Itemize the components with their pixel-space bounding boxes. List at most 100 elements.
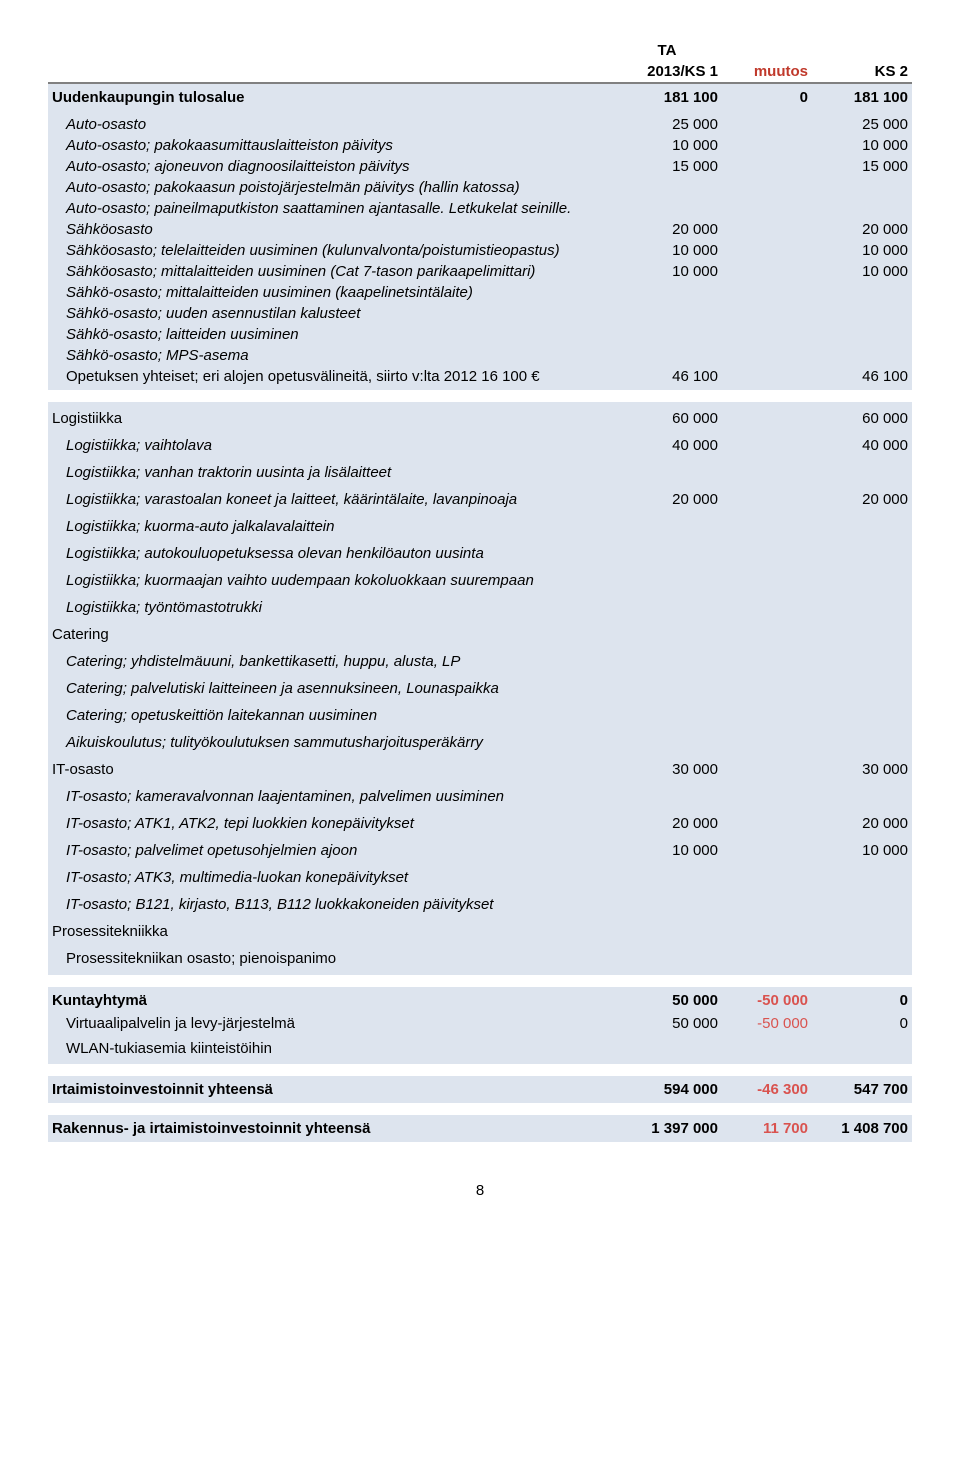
cell-value: 30 000 bbox=[612, 759, 722, 780]
row-label: Auto-osasto bbox=[48, 114, 612, 135]
table-row: Logistiikka; varastoalan koneet ja laitt… bbox=[48, 486, 912, 513]
table-row: IT-osasto; kameravalvonnan laajentaminen… bbox=[48, 783, 912, 810]
cell-value: 0 bbox=[812, 990, 912, 1011]
table-row: Sähkö-osasto; mittalaitteiden uusiminen … bbox=[48, 282, 912, 303]
cell-value bbox=[722, 813, 812, 817]
section-kuntayhtyma: Kuntayhtymä 50 000 -50 000 0 Virtuaalipa… bbox=[48, 987, 912, 1064]
table-row: Catering; palvelutiski laitteineen ja as… bbox=[48, 675, 912, 702]
header-muutos: muutos bbox=[722, 61, 812, 82]
cell-value: 10 000 bbox=[812, 840, 912, 861]
cell-value: 30 000 bbox=[812, 759, 912, 780]
cell-value bbox=[812, 786, 912, 790]
row-label: Sähköosasto; telelaitteiden uusiminen (k… bbox=[48, 240, 612, 261]
cell-value bbox=[612, 462, 722, 466]
cell-value bbox=[812, 324, 912, 328]
cell-value: 46 100 bbox=[612, 366, 722, 387]
cell-value bbox=[612, 345, 722, 349]
cell-value bbox=[722, 840, 812, 844]
cell-value bbox=[612, 651, 722, 655]
header-ta-2: 2013/KS 1 bbox=[612, 61, 722, 82]
cell-value: 10 000 bbox=[812, 261, 912, 282]
row-label: Auto-osasto; pakokaasun poistojärjestelm… bbox=[48, 177, 612, 198]
cell-value: 20 000 bbox=[612, 219, 722, 240]
cell-value bbox=[722, 219, 812, 223]
table-row: Logistiikka; vanhan traktorin uusinta ja… bbox=[48, 459, 912, 486]
cell-value bbox=[722, 759, 812, 763]
cell-value bbox=[812, 570, 912, 574]
row-label: Logistiikka; vaihtolava bbox=[48, 435, 612, 456]
cell-value bbox=[722, 921, 812, 925]
section-title: Irtaimistoinvestoinnit yhteensä bbox=[48, 1079, 612, 1100]
table-row: Sähkö-osasto; MPS-asema bbox=[48, 345, 912, 366]
cell-value bbox=[722, 135, 812, 139]
cell-value: 20 000 bbox=[812, 813, 912, 834]
table-row: Logistiikka; kuormaajan vaihto uudempaan… bbox=[48, 567, 912, 594]
row-label: Auto-osasto; paineilmaputkiston saattami… bbox=[48, 198, 612, 219]
cell-value bbox=[722, 570, 812, 574]
table-row: Auto-osasto; pakokaasun poistojärjestelm… bbox=[48, 177, 912, 198]
row-label: Prosessitekniikan osasto; pienoispanimo bbox=[48, 948, 612, 969]
table-row: Sähköosasto20 00020 000 bbox=[48, 219, 912, 240]
cell-value: 181 100 bbox=[812, 87, 912, 108]
cell-value bbox=[612, 324, 722, 328]
cell-value: 15 000 bbox=[812, 156, 912, 177]
table-row: WLAN-tukiasemia kiinteistöihin bbox=[48, 1036, 912, 1061]
row-label: Aikuiskoulutus; tulityökoulutuksen sammu… bbox=[48, 732, 612, 753]
table-row: Auto-osasto; ajoneuvon diagnoosilaitteis… bbox=[48, 156, 912, 177]
table-row: Logistiikka; vaihtolava40 00040 000 bbox=[48, 432, 912, 459]
cell-value bbox=[722, 948, 812, 952]
table-row: Prosessitekniikan osasto; pienoispanimo bbox=[48, 945, 912, 972]
table-row: Logistiikka60 00060 000 bbox=[48, 405, 912, 432]
cell-value bbox=[812, 624, 912, 628]
table-row: Virtuaalipalvelin ja levy-järjestelmä50 … bbox=[48, 1011, 912, 1036]
cell-value: 0 bbox=[812, 1013, 912, 1034]
cell-value bbox=[812, 651, 912, 655]
cell-value bbox=[812, 894, 912, 898]
cell-value: 1 408 700 bbox=[812, 1118, 912, 1139]
cell-value: -50 000 bbox=[722, 990, 812, 1011]
table-row: Sähköosasto; telelaitteiden uusiminen (k… bbox=[48, 240, 912, 261]
cell-value: 10 000 bbox=[812, 240, 912, 261]
cell-value bbox=[612, 516, 722, 520]
cell-value bbox=[612, 948, 722, 952]
cell-value bbox=[812, 705, 912, 709]
row-label: Logistiikka; kuorma-auto jalkalavalaitte… bbox=[48, 516, 612, 537]
cell-value: -50 000 bbox=[722, 1013, 812, 1034]
cell-value bbox=[612, 1038, 722, 1042]
row-label: IT-osasto; ATK3, multimedia-luokan konep… bbox=[48, 867, 612, 888]
cell-value: 0 bbox=[722, 87, 812, 108]
row-label: Catering; opetuskeittiön laitekannan uus… bbox=[48, 705, 612, 726]
table-row: Sähkö-osasto; laitteiden uusiminen bbox=[48, 324, 912, 345]
cell-value bbox=[812, 921, 912, 925]
table-row: Catering; yhdistelmäuuni, bankettikasett… bbox=[48, 648, 912, 675]
section-logistiikka: Logistiikka60 00060 000Logistiikka; vaih… bbox=[48, 402, 912, 975]
cell-value bbox=[722, 867, 812, 871]
cell-value bbox=[612, 732, 722, 736]
table-row: Logistiikka; kuorma-auto jalkalavalaitte… bbox=[48, 513, 912, 540]
row-label: Sähkö-osasto; MPS-asema bbox=[48, 345, 612, 366]
row-label: Logistiikka; varastoalan koneet ja laitt… bbox=[48, 489, 612, 510]
cell-value: 181 100 bbox=[612, 87, 722, 108]
table-row: Sähköosasto; mittalaitteiden uusiminen (… bbox=[48, 261, 912, 282]
cell-value bbox=[722, 177, 812, 181]
table-header: TA 2013/KS 1 muutos KS 2 bbox=[48, 40, 912, 82]
cell-value bbox=[812, 345, 912, 349]
cell-value bbox=[812, 303, 912, 307]
cell-value bbox=[722, 261, 812, 265]
cell-value: 10 000 bbox=[612, 240, 722, 261]
table-row: Auto-osasto; paineilmaputkiston saattami… bbox=[48, 198, 912, 219]
cell-value bbox=[722, 705, 812, 709]
cell-value bbox=[722, 651, 812, 655]
table-row: IT-osasto; palvelimet opetusohjelmien aj… bbox=[48, 837, 912, 864]
table-row: Auto-osasto25 00025 000 bbox=[48, 114, 912, 135]
table-row: Prosessitekniikka bbox=[48, 918, 912, 945]
cell-value bbox=[812, 282, 912, 286]
row-label: Logistiikka; vanhan traktorin uusinta ja… bbox=[48, 462, 612, 483]
cell-value: 1 397 000 bbox=[612, 1118, 722, 1139]
cell-value bbox=[722, 678, 812, 682]
cell-value bbox=[612, 198, 722, 202]
row-label: Sähkö-osasto; mittalaitteiden uusiminen … bbox=[48, 282, 612, 303]
cell-value: 10 000 bbox=[612, 840, 722, 861]
cell-value bbox=[812, 1038, 912, 1042]
cell-value bbox=[722, 894, 812, 898]
